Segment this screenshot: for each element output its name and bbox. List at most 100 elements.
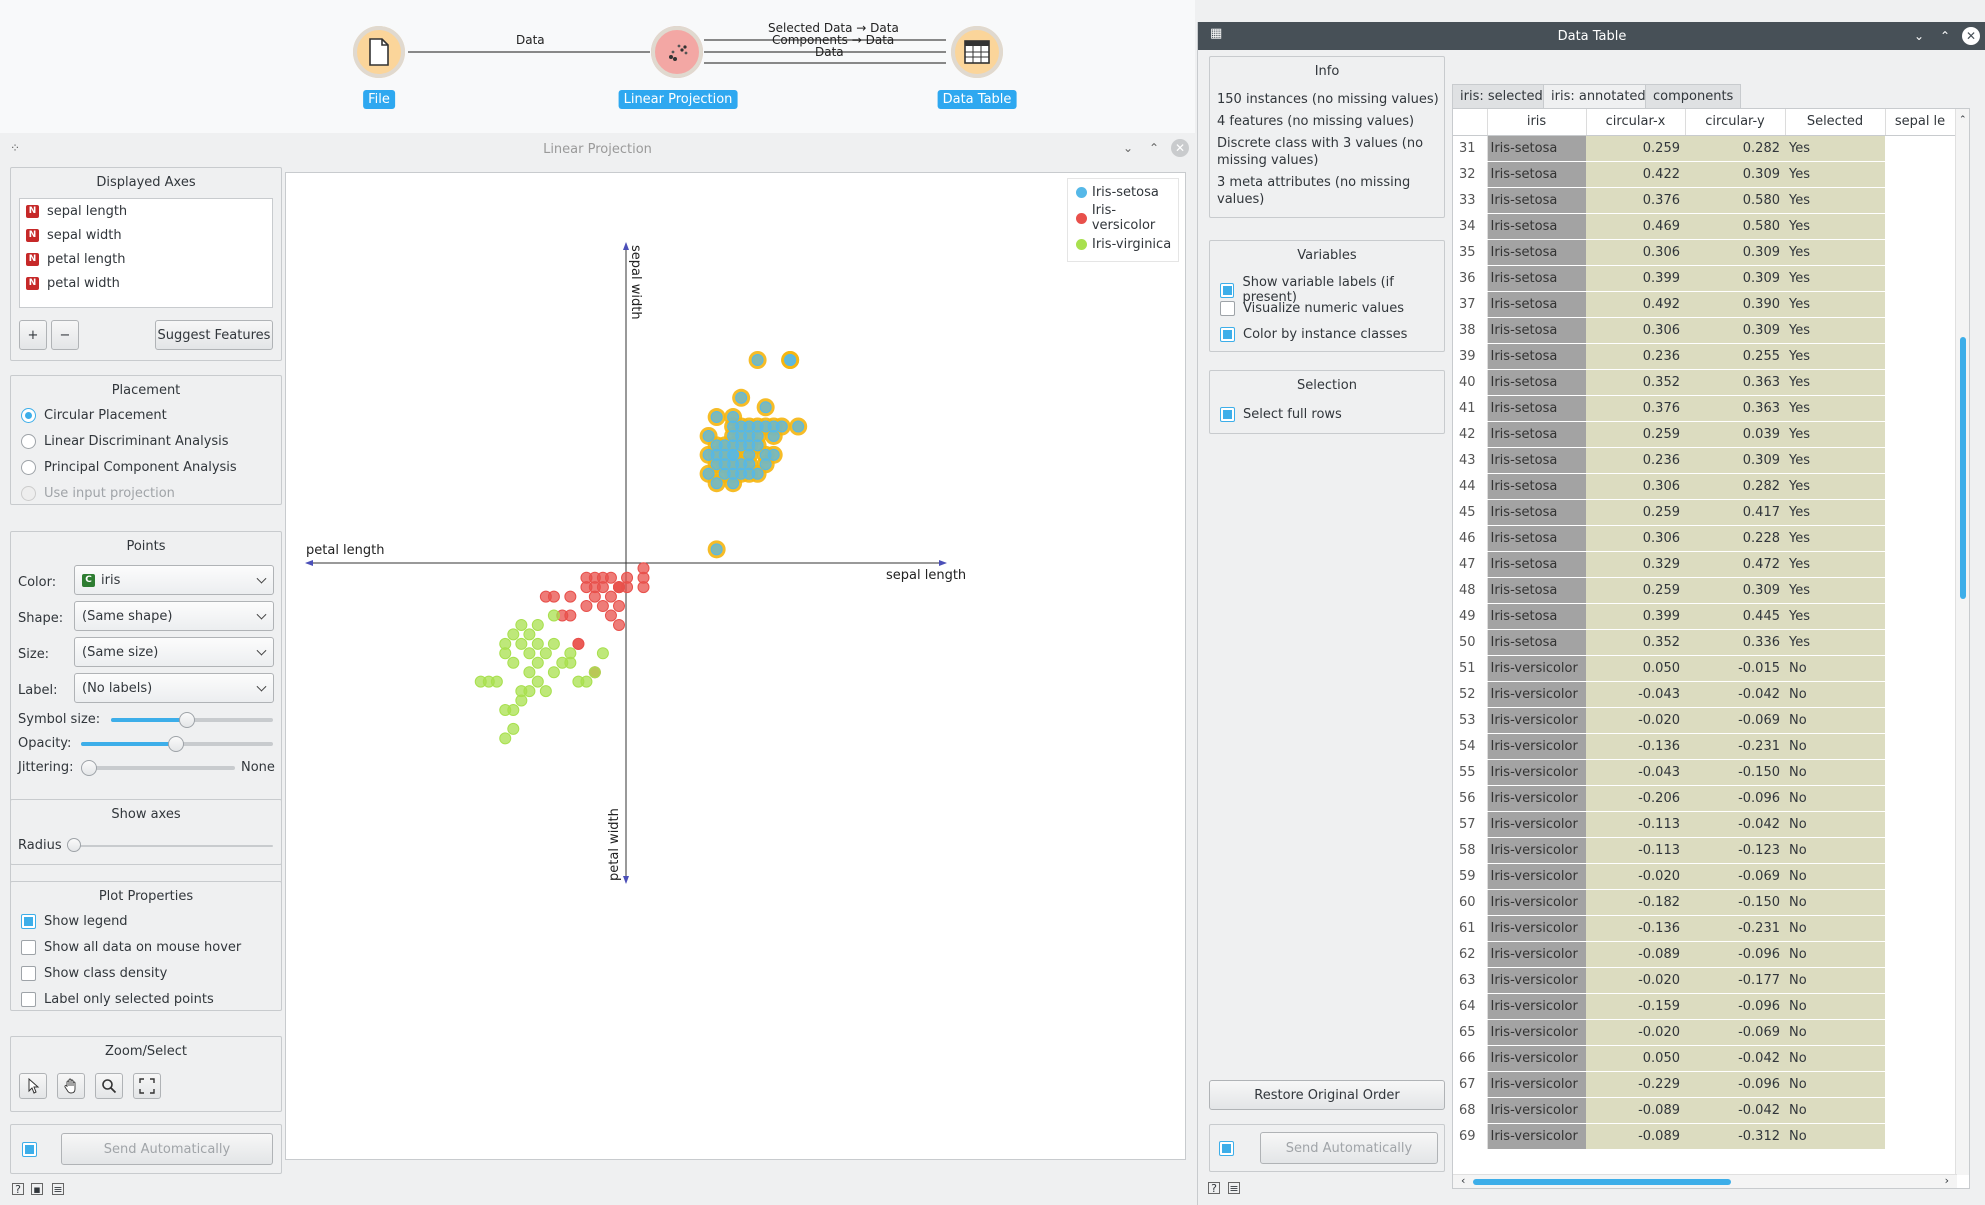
- table-row[interactable]: 33 Iris-setosa 0.376 0.580 Yes: [1453, 187, 1955, 214]
- data-point[interactable]: [515, 637, 528, 650]
- value-cell[interactable]: 0.376: [1586, 395, 1685, 422]
- selected-cell[interactable]: No: [1785, 655, 1885, 682]
- symbol-size-slider[interactable]: [179, 712, 195, 728]
- table-row[interactable]: 59 Iris-versicolor -0.020 -0.069 No: [1453, 863, 1955, 890]
- class-cell[interactable]: Iris-setosa: [1487, 551, 1586, 578]
- checkbox[interactable]: [21, 940, 36, 955]
- report-icon[interactable]: ≡: [1228, 1181, 1240, 1195]
- show-all-data-checkbox[interactable]: Show all data on mouse hover: [21, 940, 241, 955]
- row-index-cell[interactable]: 52: [1453, 681, 1488, 708]
- selected-cell[interactable]: Yes: [1785, 447, 1885, 474]
- class-cell[interactable]: Iris-versicolor: [1487, 733, 1586, 760]
- class-cell[interactable]: Iris-setosa: [1487, 317, 1586, 344]
- selected-cell[interactable]: No: [1785, 785, 1885, 812]
- table-row[interactable]: 54 Iris-versicolor -0.136 -0.231 No: [1453, 733, 1955, 760]
- table-row[interactable]: 49 Iris-setosa 0.399 0.445 Yes: [1453, 603, 1955, 630]
- value-cell[interactable]: [1885, 941, 1955, 968]
- value-cell[interactable]: 0.255: [1685, 343, 1785, 370]
- selected-cell[interactable]: Yes: [1785, 395, 1885, 422]
- tab-components[interactable]: components: [1645, 84, 1742, 108]
- data-point[interactable]: [507, 628, 520, 641]
- horizontal-scrollbar[interactable]: ‹ ›: [1453, 1174, 1957, 1188]
- data-point[interactable]: [710, 543, 723, 556]
- scroll-right-icon[interactable]: ›: [1944, 1174, 1949, 1187]
- class-cell[interactable]: Iris-versicolor: [1487, 837, 1586, 864]
- data-point[interactable]: [702, 467, 715, 480]
- value-cell[interactable]: -0.089: [1586, 941, 1685, 968]
- help-icon[interactable]: ?: [12, 1183, 24, 1196]
- auto-send-checkbox[interactable]: [1219, 1141, 1234, 1156]
- value-cell[interactable]: [1885, 187, 1955, 214]
- value-cell[interactable]: 0.306: [1586, 239, 1685, 266]
- selected-cell[interactable]: Yes: [1785, 421, 1885, 448]
- value-cell[interactable]: 0.309: [1685, 317, 1785, 344]
- data-point[interactable]: [613, 600, 625, 613]
- value-cell[interactable]: 0.306: [1586, 525, 1685, 552]
- class-cell[interactable]: Iris-versicolor: [1487, 863, 1586, 890]
- table-row[interactable]: 66 Iris-versicolor 0.050 -0.042 No: [1453, 1045, 1955, 1072]
- selected-cell[interactable]: Yes: [1785, 369, 1885, 396]
- data-point[interactable]: [499, 732, 512, 745]
- selected-cell[interactable]: Yes: [1785, 525, 1885, 552]
- value-cell[interactable]: 0.352: [1586, 369, 1685, 396]
- selected-cell[interactable]: No: [1785, 1123, 1885, 1150]
- class-cell[interactable]: Iris-versicolor: [1487, 941, 1586, 968]
- row-index-cell[interactable]: 41: [1453, 395, 1488, 422]
- pan-tool-button[interactable]: [57, 1073, 85, 1099]
- value-cell[interactable]: 0.352: [1586, 629, 1685, 656]
- jittering-slider[interactable]: [81, 760, 97, 776]
- radius-track[interactable]: [73, 845, 273, 847]
- class-cell[interactable]: Iris-setosa: [1487, 213, 1586, 240]
- value-cell[interactable]: -0.015: [1685, 655, 1785, 682]
- visualize-numeric-checkbox[interactable]: Visualize numeric values: [1220, 301, 1404, 316]
- class-cell[interactable]: Iris-versicolor: [1487, 759, 1586, 786]
- class-cell[interactable]: Iris-setosa: [1487, 525, 1586, 552]
- radio-button[interactable]: [21, 434, 36, 449]
- radio-button[interactable]: [21, 408, 36, 423]
- class-cell[interactable]: Iris-setosa: [1487, 629, 1586, 656]
- value-cell[interactable]: [1885, 681, 1955, 708]
- data-point[interactable]: [621, 571, 634, 584]
- column-header-circular-x[interactable]: circular-x: [1586, 109, 1686, 136]
- value-cell[interactable]: -0.136: [1586, 915, 1685, 942]
- class-cell[interactable]: Iris-versicolor: [1487, 785, 1586, 812]
- horizontal-scroll-thumb[interactable]: [1473, 1179, 1731, 1185]
- fit-tool-button[interactable]: [133, 1073, 161, 1099]
- node-linear-projection[interactable]: [651, 26, 703, 78]
- data-point[interactable]: [523, 647, 536, 660]
- value-cell[interactable]: 0.259: [1586, 577, 1685, 604]
- radio-circular-placement[interactable]: Circular Placement: [21, 408, 167, 423]
- class-cell[interactable]: Iris-setosa: [1487, 395, 1586, 422]
- selected-cell[interactable]: No: [1785, 1071, 1885, 1098]
- class-cell[interactable]: Iris-setosa: [1487, 603, 1586, 630]
- selected-cell[interactable]: Yes: [1785, 629, 1885, 656]
- value-cell[interactable]: 0.309: [1685, 577, 1785, 604]
- value-cell[interactable]: -0.136: [1586, 733, 1685, 760]
- value-cell[interactable]: 0.309: [1685, 265, 1785, 292]
- auto-send-checkbox[interactable]: [22, 1142, 37, 1157]
- value-cell[interactable]: [1885, 915, 1955, 942]
- size-select[interactable]: (Same size): [74, 637, 274, 667]
- value-cell[interactable]: -0.043: [1586, 681, 1685, 708]
- value-cell[interactable]: -0.042: [1685, 1097, 1785, 1124]
- value-cell[interactable]: [1885, 135, 1955, 162]
- row-index-cell[interactable]: 48: [1453, 577, 1488, 604]
- row-index-cell[interactable]: 38: [1453, 317, 1488, 344]
- row-index-cell[interactable]: 54: [1453, 733, 1488, 760]
- row-index-cell[interactable]: 50: [1453, 629, 1488, 656]
- value-cell[interactable]: 0.390: [1685, 291, 1785, 318]
- selected-cell[interactable]: No: [1785, 915, 1885, 942]
- value-cell[interactable]: -0.042: [1685, 681, 1785, 708]
- data-point[interactable]: [547, 637, 560, 650]
- row-index-cell[interactable]: 56: [1453, 785, 1488, 812]
- class-cell[interactable]: Iris-versicolor: [1487, 915, 1586, 942]
- value-cell[interactable]: -0.159: [1586, 993, 1685, 1020]
- data-point[interactable]: [727, 411, 740, 424]
- data-point[interactable]: [596, 571, 609, 584]
- dt-titlebar[interactable]: ▦ Data Table ⌄ ⌃ ✕: [1198, 22, 1985, 50]
- selected-cell[interactable]: No: [1785, 733, 1885, 760]
- value-cell[interactable]: 0.363: [1685, 369, 1785, 396]
- class-cell[interactable]: Iris-versicolor: [1487, 993, 1586, 1020]
- row-index-cell[interactable]: 36: [1453, 265, 1488, 292]
